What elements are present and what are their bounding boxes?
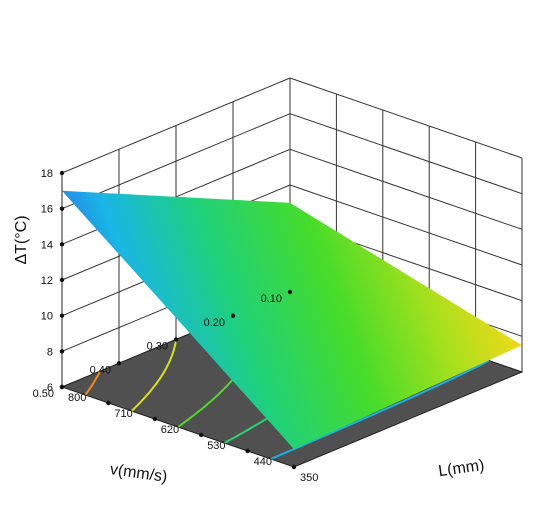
z-tick-label-2: 10 xyxy=(41,311,53,323)
L-tick-mark-0 xyxy=(291,464,297,470)
right-wall-hline-4 xyxy=(289,148,523,230)
z-axis-label: ΔT(°C) xyxy=(13,215,30,264)
z-tick-label-1: 8 xyxy=(47,346,53,358)
y-axis-label: L(mm) xyxy=(437,457,485,480)
v-axis: 0.10 0.20 0.30 0.40 0.50 xyxy=(33,289,293,400)
L-tick-label-3: 620 xyxy=(161,424,179,436)
z-tick-label-0: 6 xyxy=(47,382,53,394)
v-tick-mark-1 xyxy=(230,313,236,318)
v-tick-mark-3 xyxy=(116,361,122,366)
v-tick-mark-0 xyxy=(287,289,293,295)
z-tick-label-6: 18 xyxy=(41,168,53,180)
right-wall-hline-6 xyxy=(289,77,523,159)
L-tick-mark-1 xyxy=(245,448,250,454)
v-tick-mark-2 xyxy=(173,337,179,342)
contour-14 xyxy=(130,339,177,412)
z-tick-label-5: 16 xyxy=(41,204,53,216)
L-axis: 350 440 530 620 710 800 xyxy=(59,384,318,484)
v-tick-label-3: 0.40 xyxy=(90,364,111,376)
L-tick-mark-4 xyxy=(106,400,111,406)
v-tick-label-0: 0.10 xyxy=(261,293,282,305)
v-tick-label-1: 0.20 xyxy=(204,317,225,329)
x-axis-label: v(mm/s) xyxy=(109,461,169,486)
L-tick-label-1: 440 xyxy=(254,456,272,468)
L-tick-label-5: 800 xyxy=(68,392,86,404)
contour-16 xyxy=(84,370,101,396)
L-tick-mark-2 xyxy=(199,432,204,438)
z-tick-mark-6 xyxy=(59,170,65,176)
response-surface xyxy=(62,190,522,450)
z-tick-mark-3 xyxy=(59,277,65,283)
right-wall-hline-3 xyxy=(289,184,523,266)
z-tick-label-4: 14 xyxy=(41,239,53,251)
v-tick-label-4: 0.50 xyxy=(33,388,54,400)
right-wall-hline-5 xyxy=(289,113,523,195)
L-tick-label-0: 350 xyxy=(300,472,318,484)
z-tick-mark-4 xyxy=(59,242,65,247)
L-tick-mark-5 xyxy=(59,384,65,390)
v-tick-label-2: 0.30 xyxy=(147,341,168,353)
contour-8 xyxy=(270,359,490,460)
L-tick-label-2: 530 xyxy=(207,440,225,452)
L-tick-mark-3 xyxy=(152,416,157,422)
z-tick-label-3: 12 xyxy=(41,275,53,287)
z-tick-mark-1 xyxy=(59,349,65,354)
z-tick-mark-5 xyxy=(59,206,65,211)
z-tick-mark-2 xyxy=(59,313,65,318)
L-tick-label-4: 710 xyxy=(114,408,132,420)
z-axis: 6 8 10 12 14 16 18 xyxy=(41,168,65,394)
